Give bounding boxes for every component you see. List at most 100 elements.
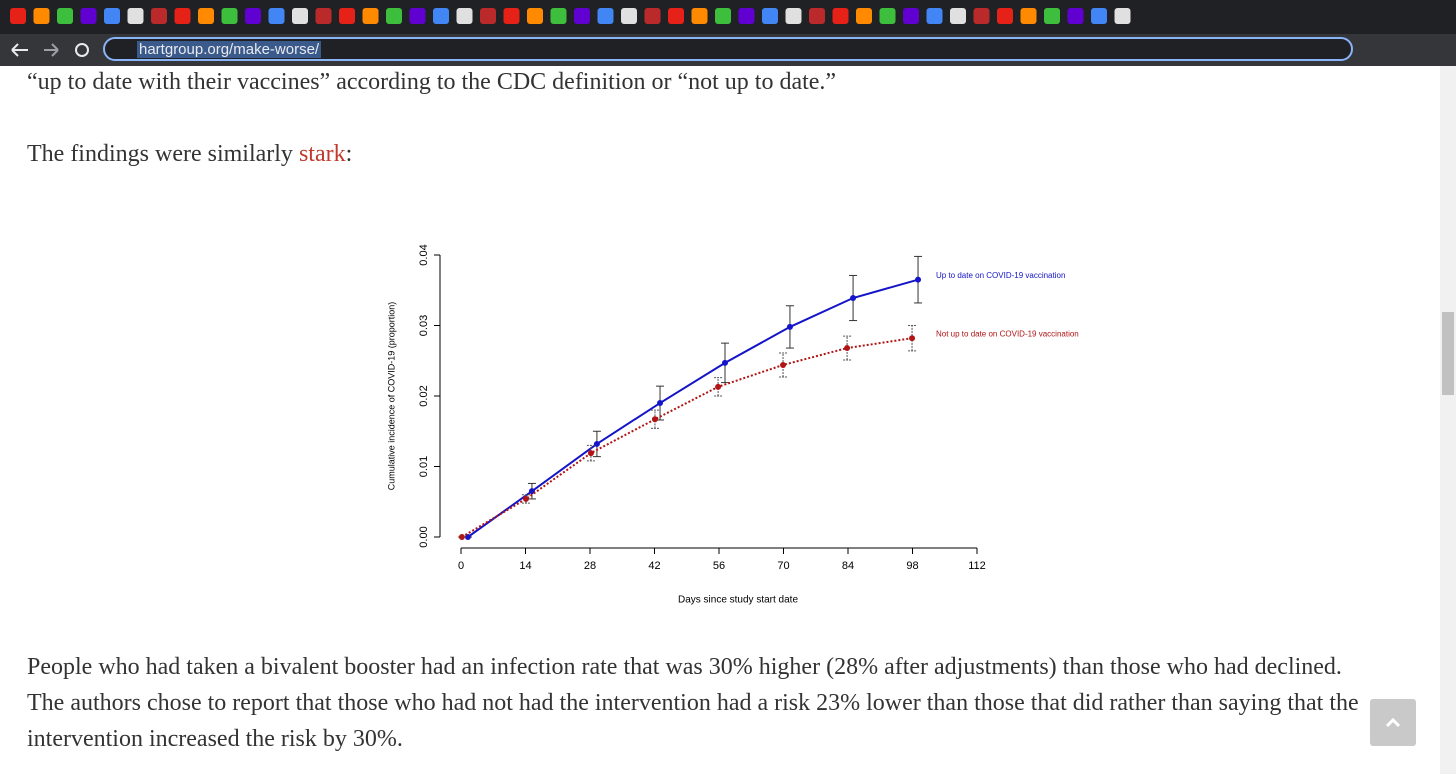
link[interactable]: stark bbox=[298, 141, 346, 167]
tab-icon bbox=[198, 8, 214, 24]
y-tick-label: 0.03 bbox=[418, 315, 430, 336]
tab-icon bbox=[386, 8, 402, 24]
marker bbox=[464, 534, 471, 540]
y-tick-label: 0.02 bbox=[418, 385, 430, 406]
error-bar bbox=[843, 335, 852, 361]
tab-icon bbox=[644, 8, 661, 24]
tab-icon bbox=[691, 8, 708, 24]
tab-icon bbox=[574, 8, 590, 24]
tab-icon bbox=[1091, 8, 1107, 24]
tab-icon bbox=[57, 8, 73, 24]
marker bbox=[715, 383, 722, 390]
y-axis-label: Cumulative incidence of COVID-19 (propor… bbox=[386, 302, 396, 491]
tab-icon bbox=[715, 8, 731, 24]
tab-icon bbox=[127, 8, 144, 24]
tab-icon bbox=[221, 8, 238, 24]
x-tick-label: 42 bbox=[648, 560, 660, 572]
marker bbox=[651, 416, 658, 423]
tab-icon bbox=[33, 8, 50, 24]
tab-icon bbox=[1020, 8, 1037, 24]
tab-icon bbox=[856, 8, 872, 24]
x-tick-label: 0 bbox=[458, 560, 464, 572]
tab-icon bbox=[409, 8, 426, 24]
marker bbox=[721, 359, 728, 366]
marker bbox=[458, 534, 465, 540]
tab-strip bbox=[0, 0, 1456, 34]
marker bbox=[850, 295, 857, 302]
x-tick-label: 98 bbox=[906, 560, 918, 572]
tab-icon bbox=[1114, 8, 1131, 24]
tab-icon bbox=[950, 8, 966, 24]
marker bbox=[522, 495, 529, 502]
marker bbox=[780, 361, 787, 368]
marker bbox=[915, 276, 922, 283]
scrollbar[interactable] bbox=[1440, 66, 1456, 774]
series-line bbox=[467, 278, 919, 538]
tab-icon bbox=[926, 8, 943, 24]
tab-icon bbox=[527, 8, 543, 24]
scroll-thumb[interactable] bbox=[1442, 312, 1454, 395]
paragraph: People who had taken a bivalent booster … bbox=[27, 654, 1359, 752]
tab-icon bbox=[10, 8, 26, 24]
tab-icon bbox=[1067, 8, 1084, 24]
tab-icon bbox=[762, 8, 778, 24]
y-tick-label: 0.04 bbox=[418, 244, 430, 265]
legend-label: Up to date on COVID-19 vaccination bbox=[936, 271, 1065, 280]
marker bbox=[593, 440, 600, 447]
tab-icon bbox=[292, 8, 308, 24]
tab-icon bbox=[785, 8, 802, 24]
tab-icon bbox=[362, 8, 379, 24]
nav-buttons[interactable] bbox=[0, 34, 100, 66]
arrow-icon bbox=[1385, 717, 1401, 728]
tab-icon bbox=[104, 8, 120, 24]
x-tick-label: 28 bbox=[584, 560, 596, 572]
toolbar: hartgroup.org/make-worse/ bbox=[0, 34, 1456, 66]
y-tick-label: 0.00 bbox=[418, 526, 430, 547]
x-tick-label: 84 bbox=[842, 560, 854, 572]
x-axis-label: Days since study start date bbox=[678, 595, 798, 606]
text: The findings were similarly bbox=[27, 141, 299, 167]
tab-icon bbox=[597, 8, 614, 24]
tab-icon bbox=[879, 8, 896, 24]
x-tick-label: 70 bbox=[777, 560, 789, 572]
tab-icon bbox=[1044, 8, 1060, 24]
tab-icon bbox=[174, 8, 191, 24]
x-tick-label: 112 bbox=[968, 560, 986, 572]
tab-icon bbox=[832, 8, 849, 24]
tab-icon bbox=[433, 8, 449, 24]
scroll-to-top[interactable] bbox=[1370, 699, 1416, 746]
marker bbox=[657, 400, 664, 407]
tab-icons[interactable] bbox=[0, 0, 1456, 34]
tab-icon bbox=[315, 8, 332, 24]
tab-icon bbox=[738, 8, 755, 24]
tab-icon bbox=[339, 8, 355, 24]
marker bbox=[844, 345, 851, 352]
marker bbox=[587, 450, 594, 457]
tab-icon bbox=[621, 8, 637, 24]
error-bar bbox=[779, 352, 788, 378]
x-tick-label: 56 bbox=[713, 560, 725, 572]
tab-icon bbox=[903, 8, 919, 24]
tab-icon bbox=[550, 8, 567, 24]
tab-icon bbox=[268, 8, 285, 24]
tab-icon bbox=[80, 8, 97, 24]
tab-icon bbox=[503, 8, 520, 24]
legend-label: Not up to date on COVID-19 vaccination bbox=[936, 329, 1079, 338]
tab-icon bbox=[997, 8, 1013, 24]
tab-icon bbox=[245, 8, 261, 24]
tab-icon bbox=[480, 8, 496, 24]
text: : bbox=[345, 141, 353, 167]
marker bbox=[786, 323, 793, 330]
tab-icon bbox=[456, 8, 473, 24]
url[interactable]: hartgroup.org/make-worse/ bbox=[137, 41, 322, 58]
paragraph: The findings were similarly stark: bbox=[27, 136, 352, 172]
marker bbox=[909, 335, 916, 342]
series-line bbox=[461, 337, 913, 538]
address-bar[interactable]: hartgroup.org/make-worse/ bbox=[103, 37, 1353, 61]
paragraph: “up to date with their vaccines” accordi… bbox=[27, 69, 837, 95]
x-tick-label: 14 bbox=[519, 560, 531, 572]
tab-icon bbox=[809, 8, 825, 24]
tab-icon bbox=[151, 8, 167, 24]
